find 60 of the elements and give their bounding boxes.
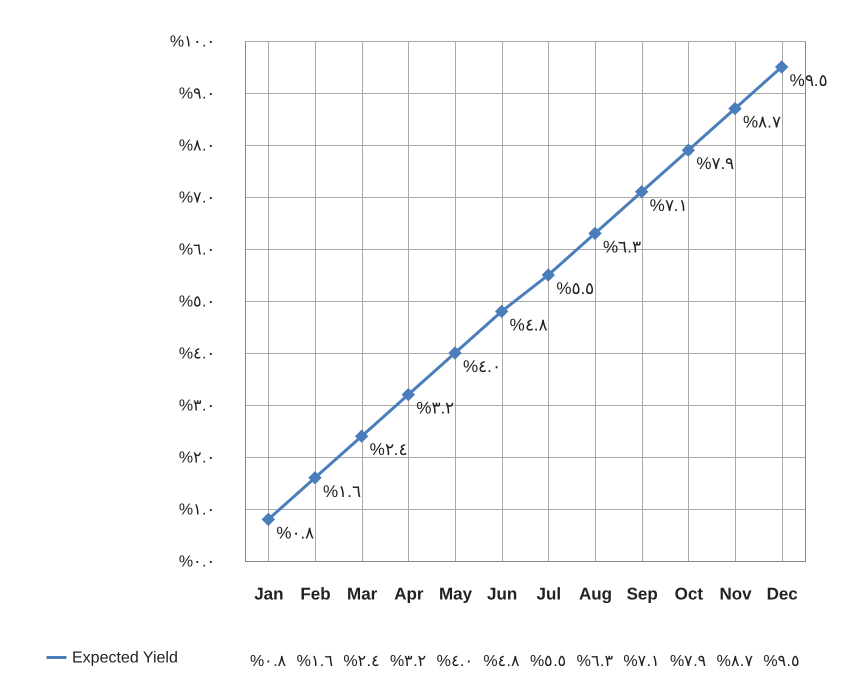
text: %٦.٣ — [603, 237, 641, 256]
text: %٤.٨ — [510, 315, 548, 334]
text: %٩.٥ — [790, 71, 828, 90]
x-tick-label: Jun — [487, 584, 518, 604]
text: %٧.١ — [650, 196, 688, 215]
data-label: %٠.٨ — [250, 653, 287, 670]
data-label: %١.٦ — [296, 653, 334, 670]
point — [728, 102, 742, 116]
y-tick-label: %٥.٠ — [178, 294, 216, 310]
x-tick-label: Sep — [626, 584, 658, 604]
point — [354, 429, 368, 443]
x-tick-label: Apr — [394, 584, 424, 604]
x-tick-label: Mar — [347, 584, 378, 604]
point — [774, 60, 788, 74]
x-tick-label: Aug — [578, 584, 612, 604]
data-label: %٩.٥ — [763, 653, 800, 670]
y-tick-label: %٦.٠ — [178, 242, 216, 258]
data-label: %٧.٩ — [670, 653, 707, 670]
data-label: %٥.٥ — [530, 653, 567, 670]
y-tick-label: %١٠.٠ — [170, 34, 216, 50]
data-label: %٤.٨ — [483, 653, 520, 670]
point — [494, 304, 508, 318]
x-tick-label: Dec — [766, 584, 798, 604]
point — [588, 226, 602, 240]
text: %٠.٨ — [276, 523, 314, 542]
text: %١.٦ — [323, 482, 361, 501]
legend-label: Expected Yield — [72, 650, 178, 666]
data-label: %٦.٣ — [576, 653, 614, 670]
y-tick-label: %٤.٠ — [178, 346, 216, 362]
point — [682, 143, 696, 157]
data-label: %٨.٧ — [716, 653, 754, 670]
point — [262, 512, 276, 526]
data-label: %٢.٤ — [343, 653, 380, 670]
data-label: %٣.٢ — [390, 653, 427, 670]
y-tick-label: %٢.٠ — [178, 450, 216, 466]
text: %٨.٧ — [743, 112, 781, 132]
y-tick-label: %٩.٠ — [178, 86, 216, 102]
y-tick-label: %٣.٠ — [178, 398, 216, 414]
text: %٤.٠ — [463, 357, 501, 376]
x-tick-label: Feb — [300, 584, 331, 604]
point — [448, 346, 462, 360]
point — [402, 388, 416, 402]
x-tick-label: May — [438, 584, 473, 604]
point — [542, 268, 556, 282]
x-tick-label: Jan — [254, 584, 284, 604]
y-tick-label: %٠.٠ — [178, 554, 216, 570]
data-label: %٧.١ — [623, 653, 660, 670]
data-label: %٤.٠ — [436, 653, 474, 670]
x-tick-label: Jul — [536, 584, 562, 604]
text: %٧.٩ — [696, 154, 734, 174]
text: %٢.٤ — [370, 440, 408, 460]
x-tick-label: Oct — [674, 584, 704, 604]
point — [308, 471, 322, 485]
x-tick-label: Nov — [719, 584, 752, 604]
point — [634, 185, 648, 199]
y-tick-label: %٨.٠ — [178, 138, 216, 154]
y-tick-label: %١.٠ — [178, 502, 216, 518]
y-tick-label: %٧.٠ — [178, 190, 216, 206]
text: %٥.٥ — [556, 279, 594, 298]
text: %٣.٢ — [416, 398, 454, 418]
